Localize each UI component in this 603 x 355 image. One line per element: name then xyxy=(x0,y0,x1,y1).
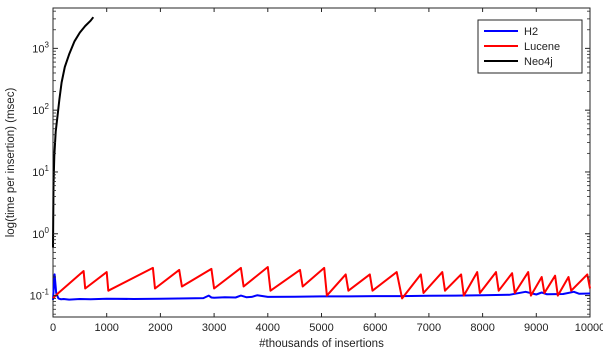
series-line-neo4j xyxy=(52,16,95,248)
x-axis: 0 1000 2000 3000 4000 5000 6000 7000 8000 9000 100… xyxy=(50,8,603,334)
x-tick-label: 3000 xyxy=(202,322,226,334)
x-tick-label: 6000 xyxy=(363,322,387,334)
legend-label: H2 xyxy=(524,26,538,38)
y-tick-label: 100 xyxy=(32,226,49,241)
series-line-lucene xyxy=(52,266,591,300)
x-tick-label: 8000 xyxy=(470,322,494,334)
y-axis: 10-1 100 101 102 103 xyxy=(30,10,590,315)
y-tick-label: 10-1 xyxy=(30,288,50,303)
legend-label: Neo4j xyxy=(524,56,553,68)
x-tick-label: 1000 xyxy=(94,322,118,334)
x-tick-label: 4000 xyxy=(256,322,280,334)
legend-label: Lucene xyxy=(524,41,560,53)
x-axis-title: #thousands of insertions xyxy=(259,338,384,350)
y-axis-title: log(time per insertion) (msec) xyxy=(5,88,17,238)
series-line-h2 xyxy=(52,273,591,301)
x-tick-label: 7000 xyxy=(417,322,441,334)
x-tick-label: 10000 xyxy=(575,322,603,334)
y-tick-label: 101 xyxy=(32,164,49,179)
x-tick-label: 5000 xyxy=(309,322,333,334)
legend: H2 Lucene Neo4j xyxy=(477,19,583,74)
x-tick-label: 9000 xyxy=(524,322,548,334)
x-tick-label: 2000 xyxy=(148,322,172,334)
y-tick-label: 102 xyxy=(32,102,49,117)
x-tick-label: 0 xyxy=(50,322,56,334)
y-tick-label: 103 xyxy=(32,40,49,55)
series-layer xyxy=(52,16,591,301)
